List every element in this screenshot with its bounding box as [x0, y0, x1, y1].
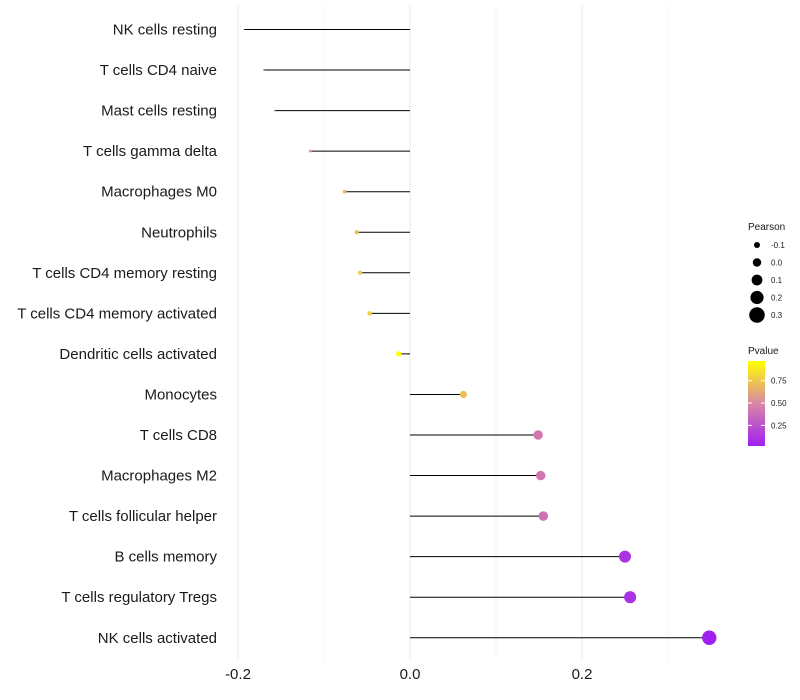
category-label: Monocytes	[144, 386, 217, 403]
pvalue-legend-title: Pvalue	[748, 346, 779, 357]
point-layer	[243, 29, 717, 645]
category-label: Neutrophils	[141, 224, 217, 241]
category-label: T cells CD4 naive	[100, 62, 217, 79]
lollipop-point	[396, 351, 402, 357]
x-tick-label: -0.2	[225, 666, 251, 683]
pearson-legend-title: Pearson	[748, 222, 785, 233]
size-legend-label: 0.1	[771, 276, 783, 285]
colorbar-label: 0.50	[771, 399, 787, 408]
size-legend-key	[750, 290, 764, 305]
category-label: Macrophages M0	[101, 184, 217, 201]
category-label: T cells gamma delta	[83, 143, 218, 160]
colorbar-label: 0.75	[771, 377, 787, 386]
lollipop-point	[274, 109, 276, 112]
size-legend-key	[751, 274, 763, 286]
category-labels: NK cells resting T cells CD4 naive Mast ce…	[17, 22, 217, 647]
lollipop-point	[354, 230, 359, 235]
lollipop-point	[533, 430, 543, 440]
category-label: B cells memory	[114, 549, 217, 566]
lollipop-point	[357, 270, 363, 275]
size-legend-label: 0.0	[771, 259, 783, 268]
grid-layer	[237, 5, 669, 660]
size-legend-label: 0.2	[771, 294, 783, 303]
lollipop-point	[538, 511, 549, 521]
x-tick-label: 0.2	[572, 666, 593, 683]
lollipop-point	[459, 390, 467, 399]
size-legend-key	[749, 307, 765, 323]
lollipop-point	[367, 311, 372, 316]
lollipop-point	[619, 550, 631, 563]
size-legend-label: -0.1	[771, 241, 785, 250]
pearson-size-legend: Pearson -0.1 0.0 0.1 0.2 0.3	[748, 222, 785, 323]
category-label: T cells CD4 memory activated	[17, 305, 217, 322]
lollipop-point	[342, 189, 347, 194]
lollipop-point	[535, 470, 546, 481]
category-label: Dendritic cells activated	[59, 346, 217, 363]
size-legend-label: 0.3	[771, 311, 783, 320]
size-legend-key	[753, 241, 761, 249]
colorbar-label: 0.25	[771, 421, 787, 430]
category-label: T cells follicular helper	[69, 508, 217, 525]
category-label: T cells CD4 memory resting	[32, 265, 217, 282]
category-label: Macrophages M2	[101, 468, 217, 485]
pvalue-colorbar	[748, 361, 765, 446]
category-label: NK cells activated	[98, 630, 217, 647]
lollipop-point	[243, 29, 245, 30]
category-label: T cells CD8	[140, 427, 217, 444]
lollipop-point	[308, 149, 312, 153]
size-legend-key	[752, 258, 762, 267]
category-label: T cells regulatory Tregs	[61, 589, 217, 606]
category-label: Mast cells resting	[101, 103, 217, 120]
category-label: NK cells resting	[113, 22, 217, 39]
lollipop-point	[624, 591, 637, 604]
lollipop-point	[263, 69, 265, 71]
x-tick-labels: -0.2 0.0 0.2	[225, 666, 592, 683]
pvalue-color-legend: Pvalue 0.25 0.50 0.75	[748, 346, 787, 446]
x-tick-label: 0.0	[400, 666, 421, 683]
stem-layer	[244, 29, 710, 639]
lollipop-point	[702, 630, 717, 645]
